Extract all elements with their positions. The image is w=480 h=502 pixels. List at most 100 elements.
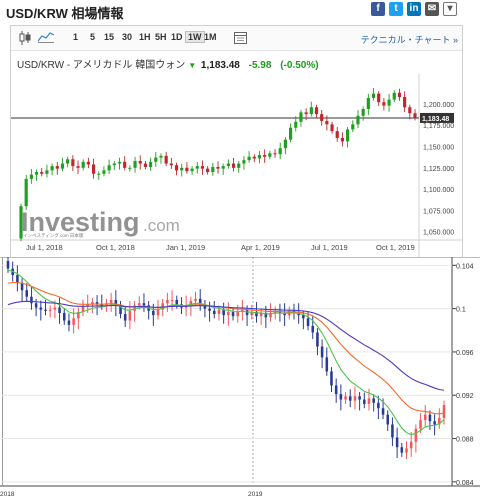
candle-body — [200, 166, 205, 169]
candle-body — [302, 315, 305, 319]
candle-body — [58, 307, 61, 313]
area-chart-type-icon[interactable] — [38, 31, 54, 43]
candle-body — [6, 261, 10, 269]
y-tick-label: 0.084 — [456, 480, 474, 487]
candle-body — [348, 396, 352, 401]
y-tick-label: 1,175.000 — [423, 123, 454, 130]
candle-body — [226, 163, 230, 167]
candle-body — [377, 93, 381, 103]
candle-body — [45, 170, 49, 174]
investing-chart-panel: 1 5 15 30 1H 5H 1D 1W 1M テクニカル・チャート » US… — [10, 25, 463, 259]
technical-chart-link[interactable]: テクニカル・チャート » — [360, 35, 458, 45]
interval-5m-button[interactable]: 5 — [90, 32, 96, 42]
candle-body — [387, 99, 391, 106]
candle-body — [198, 298, 202, 305]
moving-average-line — [7, 281, 445, 415]
candle-body — [62, 312, 66, 321]
interval-15m-button[interactable]: 15 — [104, 32, 115, 42]
candle-body — [372, 398, 375, 403]
candle-body — [71, 159, 75, 167]
x-tick-label: Jul 1, 2018 — [26, 243, 63, 252]
candle-body — [392, 92, 396, 100]
linkedin-icon[interactable]: in — [407, 2, 421, 16]
interval-1d-button[interactable]: 1D — [171, 32, 183, 42]
candle-body — [91, 302, 94, 305]
interval-30m-button[interactable]: 30 — [122, 32, 133, 42]
y-tick-label: 1,100.000 — [423, 187, 454, 194]
y-tick-label: 0.104 — [456, 263, 474, 270]
candle-body — [353, 396, 357, 401]
price-change-percent: (-0.50%) — [280, 60, 319, 71]
last-price-tag — [420, 112, 454, 123]
candle-body — [203, 304, 207, 309]
candle-body — [164, 155, 168, 164]
candle-body — [263, 155, 267, 157]
interval-1m-button[interactable]: 1 — [73, 32, 79, 42]
y-tick-label: 0.1 — [456, 307, 466, 314]
candle-body — [20, 282, 24, 291]
candle-body — [259, 312, 263, 317]
last-price-tag-label: 1,183.48 — [422, 116, 449, 123]
interval-1mo-button[interactable]: 1M — [204, 32, 217, 42]
y-tick-label: 0.088 — [456, 437, 474, 444]
candle-body — [413, 113, 417, 118]
candle-body — [30, 296, 33, 304]
candle-body — [221, 166, 225, 169]
candle-body — [67, 320, 71, 325]
candle-body — [40, 172, 44, 174]
candle-body — [86, 161, 90, 165]
candle-body — [269, 312, 272, 318]
candle-body — [309, 107, 313, 115]
inverse-candlestick-chart: 0.084 0.088 0.092 0.096 0.1 0.104 2018 2019 — [0, 257, 480, 502]
candle-body — [433, 421, 436, 425]
candle-body — [24, 178, 28, 207]
candle-body — [400, 447, 404, 453]
more-icon[interactable]: ▾ — [443, 2, 457, 16]
page-title: USD/KRW 相場情報 — [6, 6, 124, 21]
candle-body — [314, 107, 319, 115]
candle-body — [405, 448, 408, 453]
candle-body — [335, 131, 339, 138]
x-tick-label: Oct 1, 2018 — [96, 243, 135, 252]
x-tick-label: Jul 1, 2019 — [311, 243, 348, 252]
y-tick-label: 1,050.000 — [423, 230, 454, 237]
candle-body — [114, 299, 118, 306]
interval-1w-button[interactable]: 1W — [185, 31, 205, 43]
candle-body — [242, 160, 246, 164]
candle-body — [19, 206, 23, 239]
candle-body — [356, 115, 360, 125]
y-tick-label: 1,075.000 — [423, 208, 454, 215]
candle-body — [339, 394, 343, 400]
candle-body — [208, 308, 211, 311]
candle-body — [55, 166, 59, 169]
page-header: USD/KRW 相場情報 f t in ✉ ▾ — [0, 0, 480, 22]
x-tick-label: Jan 1, 2019 — [166, 243, 205, 252]
candle-body — [325, 120, 329, 125]
interval-1h-button[interactable]: 1H — [139, 32, 151, 42]
candle-body — [334, 385, 338, 395]
candle-body — [377, 402, 380, 409]
y-tick-label: 1,150.000 — [423, 144, 454, 151]
interval-5h-button[interactable]: 5H — [155, 32, 167, 42]
twitter-icon[interactable]: t — [389, 2, 403, 16]
candle-body — [180, 167, 184, 171]
candle-body — [409, 441, 413, 449]
candle-body — [213, 310, 216, 315]
watermark-domain: .com — [143, 216, 180, 235]
candlestick-type-icon[interactable] — [19, 31, 31, 45]
mail-icon[interactable]: ✉ — [425, 2, 439, 16]
candle-body — [423, 414, 427, 421]
candle-body — [237, 163, 241, 168]
candle-body — [438, 417, 441, 425]
candle-body — [257, 155, 262, 159]
candle-body — [330, 124, 334, 132]
candle-body — [419, 420, 422, 429]
candle-body — [294, 121, 298, 128]
candle-body — [169, 163, 173, 166]
candle-body — [142, 303, 146, 306]
x-tick-label: 2019 — [248, 491, 263, 498]
candle-body — [133, 305, 136, 311]
candle-body — [91, 164, 96, 174]
facebook-icon[interactable]: f — [371, 2, 385, 16]
calendar-icon[interactable] — [234, 31, 247, 44]
